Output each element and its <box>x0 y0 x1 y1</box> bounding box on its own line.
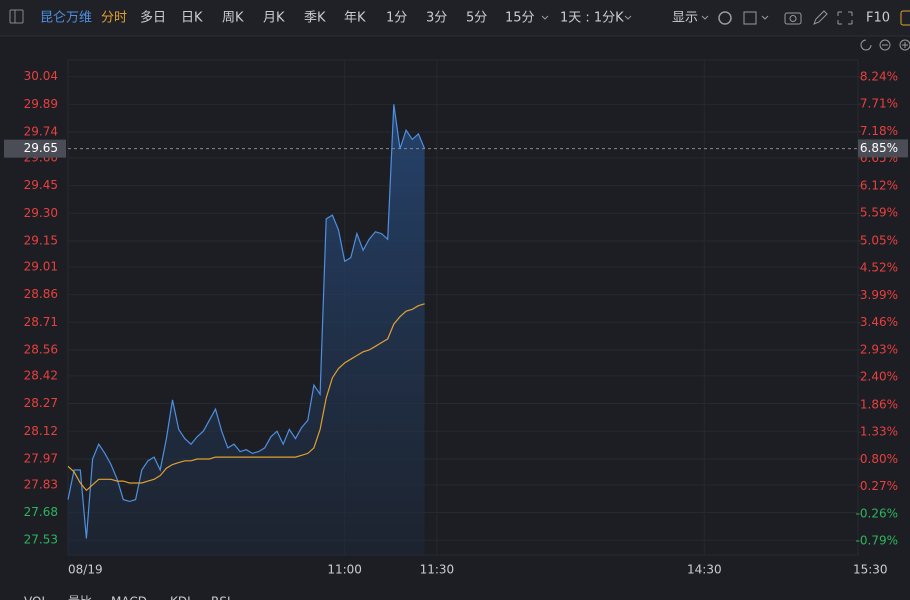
toolbar <box>0 0 910 36</box>
y-tick-label: 29.45 <box>24 178 58 192</box>
timeframe-tab[interactable]: 年K <box>344 11 366 26</box>
y-tick-label: 28.12 <box>24 424 58 438</box>
last-price-box <box>4 139 66 158</box>
y2-tick-label: 0.80% <box>860 452 898 466</box>
zoom-out-icon[interactable] <box>879 39 891 51</box>
y2-tick-label: 4.52% <box>860 261 898 275</box>
settings-icon[interactable] <box>718 11 732 25</box>
y2-tick-label: 2.93% <box>860 342 898 356</box>
caret <box>541 15 549 20</box>
x-tick-label: 15:30 <box>853 563 888 577</box>
y2-tick-label: -0.79% <box>856 534 898 548</box>
price-area <box>68 104 425 556</box>
f10-button[interactable]: F10 <box>866 11 890 26</box>
panel-icon[interactable] <box>900 10 910 26</box>
last-change-box <box>858 139 908 158</box>
caret <box>624 15 632 20</box>
indicator-tab[interactable]: VOL <box>24 595 48 600</box>
y2-tick-label: 5.59% <box>860 206 898 220</box>
y2-tick-label: 6.12% <box>860 178 898 192</box>
y-tick-label: 28.56 <box>24 342 58 356</box>
timeframe-tab[interactable]: 1天 : 1分K <box>560 11 624 26</box>
y2-tick-label: 8.24% <box>860 69 898 83</box>
timeframe-tab[interactable]: 分时 <box>101 11 127 26</box>
zoom-in-plus <box>902 42 908 48</box>
caret <box>701 15 709 20</box>
timeframe-tab[interactable]: 月K <box>263 11 285 26</box>
last-price-label: 29.65 <box>24 141 58 155</box>
y-tick-label: 27.53 <box>24 533 58 547</box>
timeframe-tab[interactable]: 周K <box>222 11 244 26</box>
timeframe-tab[interactable]: 多日 <box>140 10 166 26</box>
y-tick-label: 28.27 <box>24 396 58 410</box>
camera-icon[interactable] <box>784 12 802 25</box>
price-line <box>67 104 426 539</box>
y-tick-label: 28.86 <box>24 287 58 301</box>
checkbox-icon[interactable] <box>743 11 757 25</box>
zoom-in-icon[interactable] <box>899 39 910 51</box>
stock-name[interactable]: 昆仑万维 <box>40 11 92 26</box>
y2-tick-label: 2.40% <box>860 370 898 384</box>
fullscreen-icon[interactable] <box>837 11 853 25</box>
y-tick-label: 29.30 <box>24 206 58 220</box>
indicator-tab[interactable]: MACD <box>111 595 147 600</box>
y2-tick-label: 5.05% <box>860 233 898 247</box>
draw-icon[interactable] <box>813 10 828 25</box>
y-tick-label: 29.74 <box>24 125 58 139</box>
toggle-icon[interactable] <box>9 9 24 24</box>
y2-tick-label: 0.27% <box>860 479 898 493</box>
y2-tick-label: -0.26% <box>856 506 898 520</box>
x-tick-label: 11:00 <box>327 563 362 577</box>
x-tick-label: 11:30 <box>420 563 455 577</box>
y-tick-label: 27.68 <box>24 505 58 519</box>
y-tick-label: 27.83 <box>24 477 58 491</box>
caret <box>761 15 769 20</box>
timeframe-tab[interactable]: 15分 <box>505 11 535 26</box>
x-tick-label: 08/19 <box>68 563 103 577</box>
last-change-label: 6.85% <box>860 141 898 155</box>
y-tick-label: 27.97 <box>24 451 58 465</box>
y2-tick-label: 1.86% <box>860 397 898 411</box>
y-tick-label: 29.01 <box>24 259 58 273</box>
y-tick-label: 28.71 <box>24 315 58 329</box>
y-tick-label: 28.42 <box>24 368 58 382</box>
timeframe-tab[interactable]: 3分 <box>426 11 447 26</box>
timeframe-tab[interactable]: 季K <box>304 11 326 26</box>
y2-tick-label: 3.46% <box>860 315 898 329</box>
y2-tick-label: 3.99% <box>860 288 898 302</box>
indicator-tab[interactable]: RSI <box>211 595 231 600</box>
indicator-tab[interactable]: 量比 <box>68 595 92 600</box>
y2-tick-label: 7.71% <box>860 97 898 111</box>
average-line <box>67 303 425 492</box>
indicator-tab[interactable]: KDJ <box>170 595 191 600</box>
plot-border <box>67 59 859 556</box>
y-tick-label: 29.15 <box>24 234 58 248</box>
y-tick-label: 29.89 <box>24 97 58 111</box>
timeframe-tab[interactable]: 日K <box>181 11 203 26</box>
y-tick-label: 30.04 <box>24 69 58 83</box>
x-tick-label: 14:30 <box>687 563 722 577</box>
y2-tick-label: 7.18% <box>860 124 898 138</box>
timeframe-tab[interactable]: 1分 <box>386 11 407 26</box>
display-menu[interactable]: 显示 <box>672 11 698 26</box>
reset-icon[interactable] <box>860 39 872 51</box>
timeframe-tab[interactable]: 5分 <box>466 11 487 26</box>
camera-lens <box>789 15 797 22</box>
y2-tick-label: 1.33% <box>860 425 898 439</box>
